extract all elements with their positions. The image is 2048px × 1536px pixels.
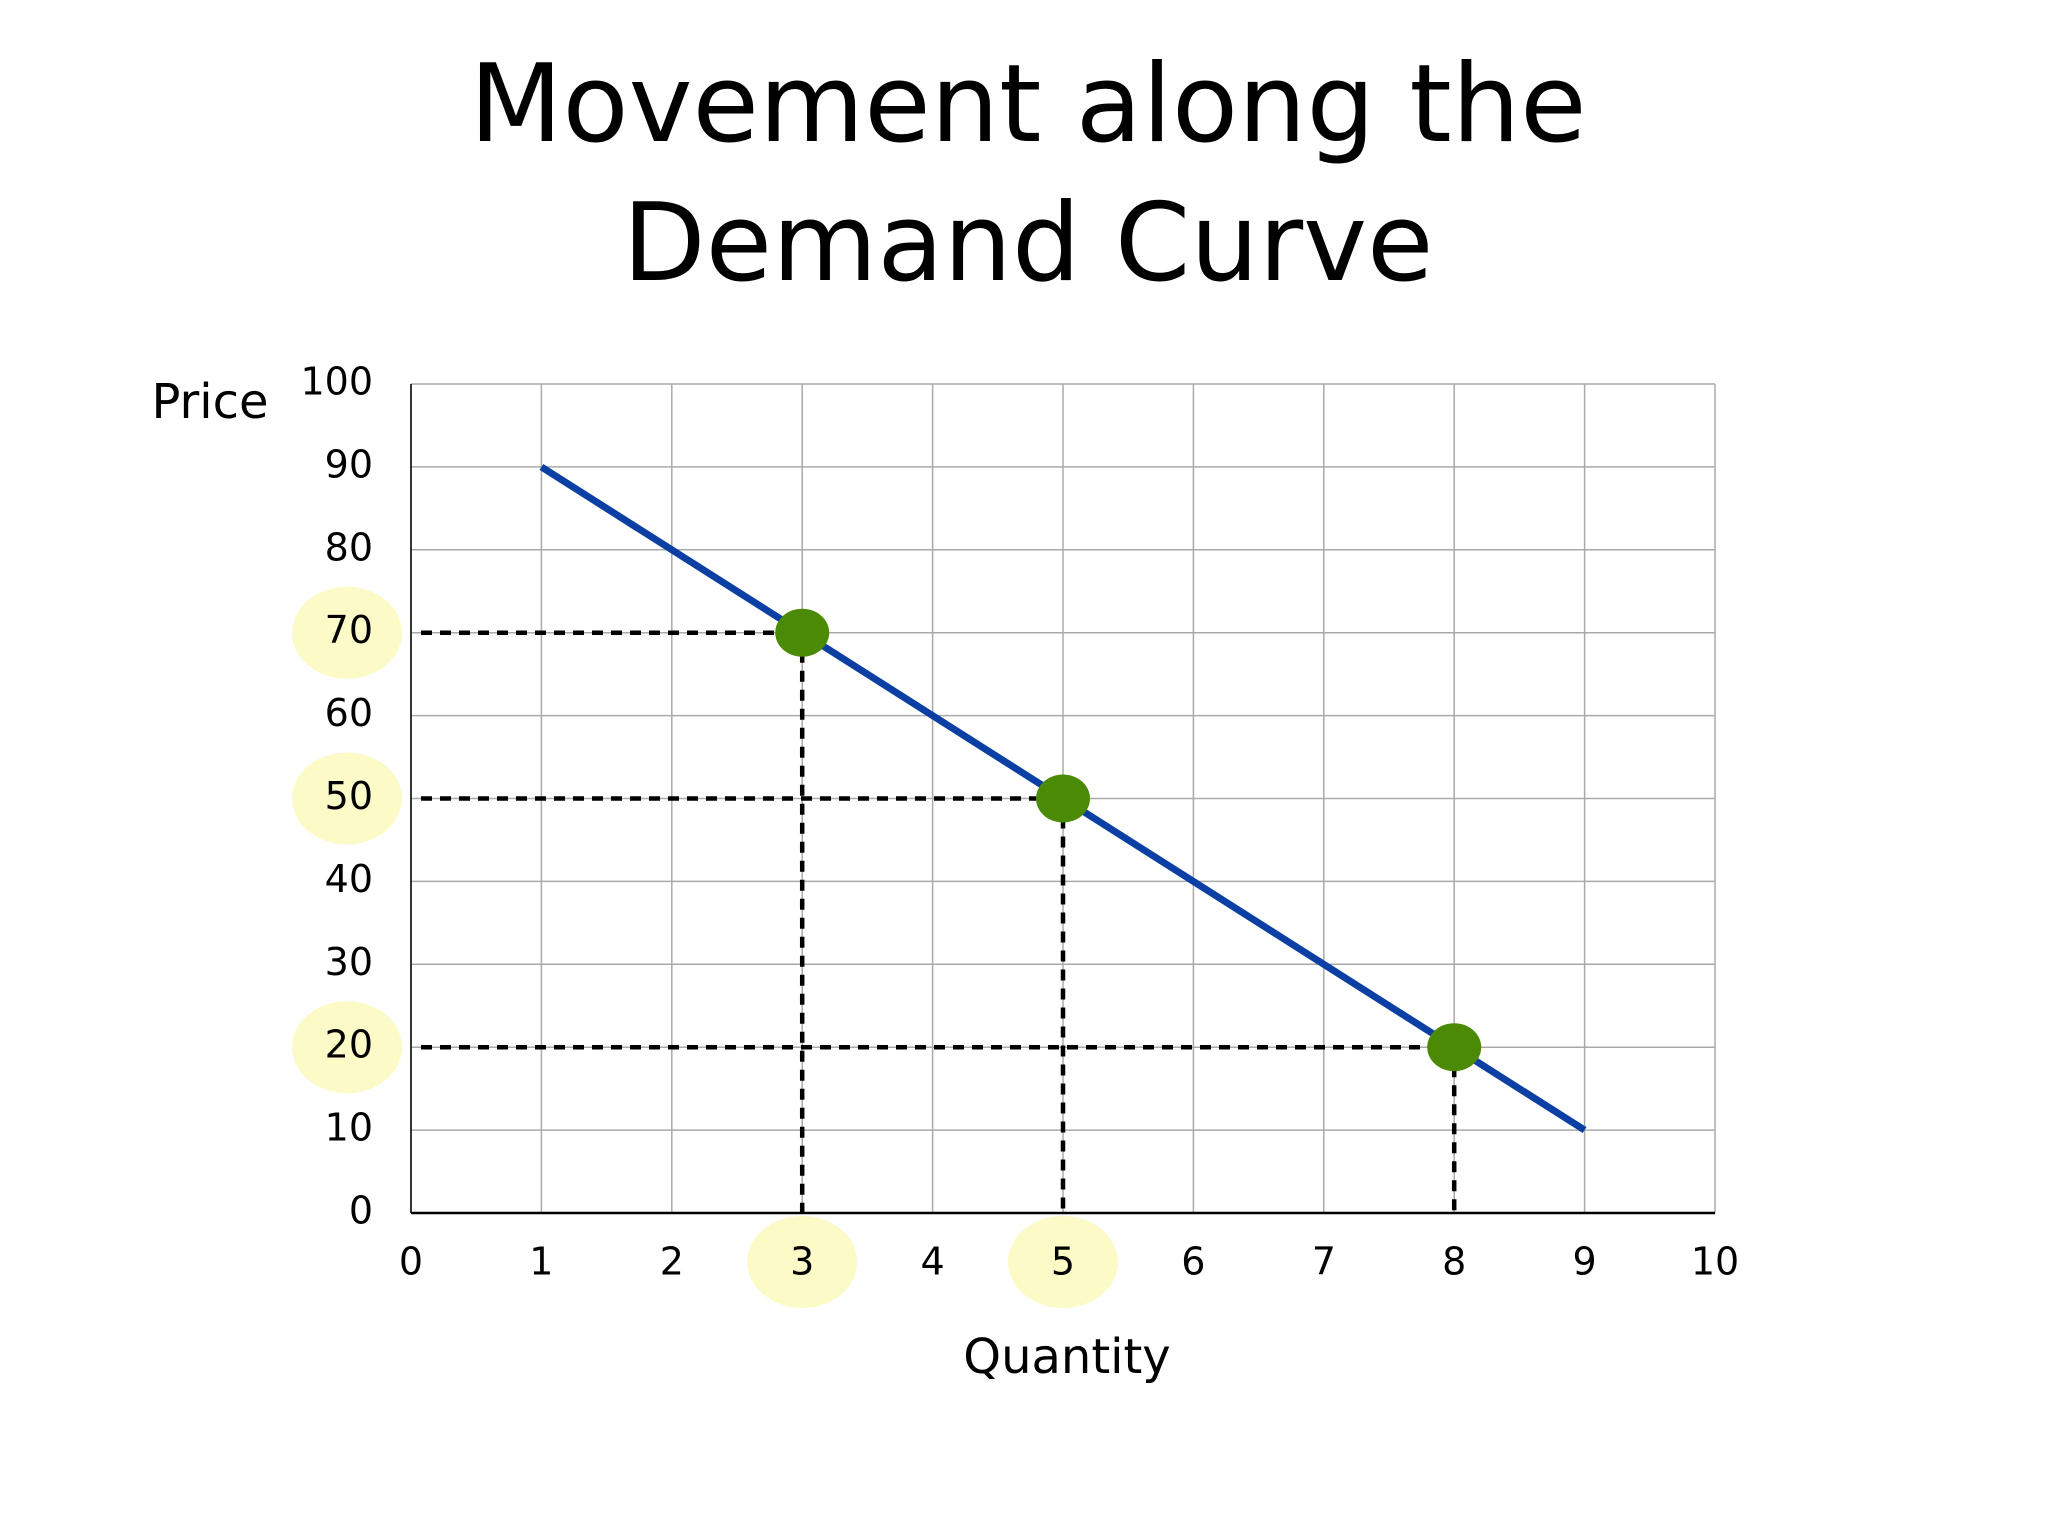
y-tick-label: 50 [325,774,373,818]
x-tick-label: 3 [790,1240,814,1284]
x-tick-label: 0 [399,1240,423,1284]
x-tick-label: 7 [1312,1240,1336,1284]
x-tick-label: 5 [1051,1240,1075,1284]
tick-highlight [292,586,402,679]
point [1036,774,1090,823]
point [775,608,830,657]
highlights [292,586,1118,1308]
chart-title: Movement along the [469,42,1586,167]
tick-highlight [292,752,402,845]
x-tick-label: 6 [1181,1240,1205,1284]
tick-highlight [747,1216,858,1308]
y-axis-title: Price [151,374,268,430]
x-tick-label: 1 [529,1240,553,1284]
y-tick-label: 80 [325,525,373,569]
y-tick-label: 100 [300,360,373,404]
y-tick-label: 10 [325,1106,373,1150]
grid: 0 10 20 30 40 50 60 70 80 90 100 0 1 2 3 4 5 6 7 8 9 10 [300,360,1739,1284]
tick-highlight [1008,1216,1118,1308]
y-tick-label: 70 [325,608,373,652]
x-tick-label: 10 [1691,1240,1739,1284]
x-tick-label: 4 [921,1240,945,1284]
x-axis-title: Quantity [963,1329,1170,1385]
x-tick-label: 2 [660,1240,684,1284]
y-tick-label: 90 [325,442,373,486]
marks [421,463,1587,1213]
x-tick-label: 8 [1442,1240,1466,1284]
y-tick-label: 20 [325,1023,373,1067]
tick-highlight [292,1001,402,1094]
y-tick-label: 0 [349,1189,373,1233]
point [1427,1023,1482,1072]
x-tick-label: 9 [1573,1240,1597,1284]
y-tick-label: 30 [325,940,373,984]
chart-title: Demand Curve [623,181,1434,306]
y-tick-label: 40 [325,857,373,901]
y-tick-label: 60 [325,691,373,735]
